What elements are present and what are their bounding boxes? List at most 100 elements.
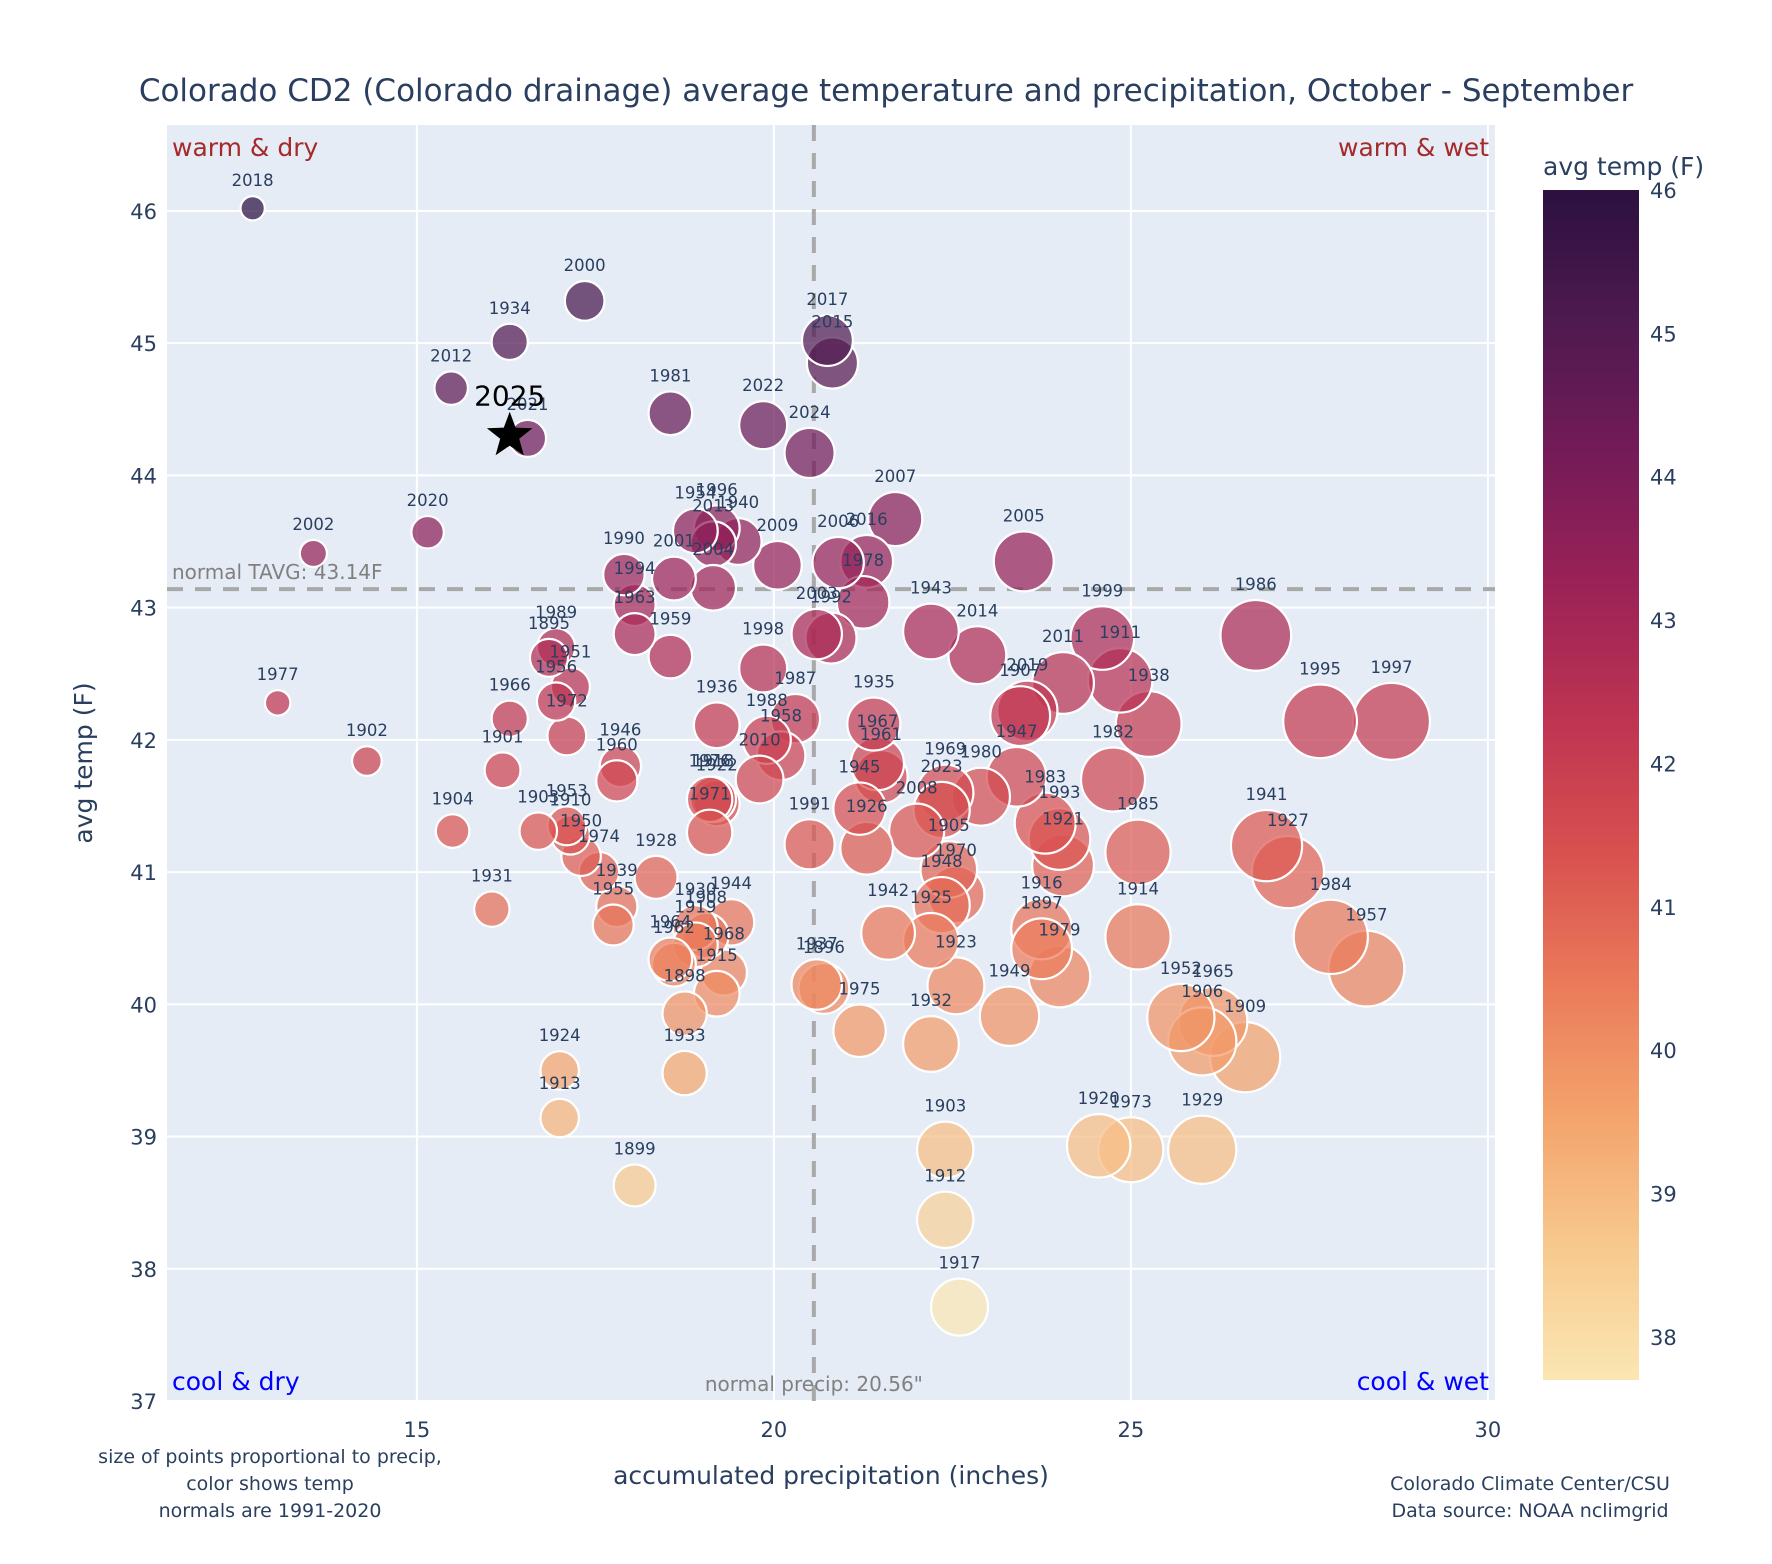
y-tick-label: 42: [130, 729, 157, 753]
point-label: 1909: [1224, 997, 1266, 1016]
point-label: 1972: [546, 691, 588, 710]
point-1954: [671, 507, 719, 555]
point-label: 1901: [482, 727, 524, 746]
point-1902: [351, 745, 383, 777]
point-1959: [647, 633, 694, 680]
point-label: 1960: [596, 735, 638, 754]
point-2006: [811, 535, 865, 590]
point-2005: [992, 530, 1055, 593]
star-icon: [486, 411, 533, 456]
colorbar-tick-label: 39: [1650, 1183, 1677, 1207]
point-label: 1993: [1038, 783, 1080, 802]
point-label: 1978: [842, 551, 884, 570]
point-label: 1903: [517, 787, 559, 806]
point-1914: [1104, 903, 1172, 971]
colorbar-tick-label: 44: [1650, 466, 1677, 490]
point-label: 2019: [1006, 656, 1048, 675]
point-label: 1996: [696, 480, 738, 499]
point-label: 2007: [874, 467, 916, 486]
data-points: [239, 195, 1432, 1337]
point-label: 1927: [1267, 811, 1309, 830]
point-label: 1942: [867, 881, 909, 900]
y-tick-label: 40: [130, 993, 157, 1017]
point-1999: [1069, 605, 1136, 671]
point-label: 1974: [578, 827, 620, 846]
point-label: 1998: [742, 620, 784, 639]
point-2000: [563, 279, 606, 322]
point-1907: [989, 685, 1052, 748]
point-label: 1940: [717, 493, 759, 512]
point-label: 1915: [696, 946, 738, 965]
point-label: 1929: [1181, 1091, 1223, 1110]
point-label: 1991: [789, 794, 831, 813]
point-label: 1928: [635, 831, 677, 850]
point-1984: [1292, 898, 1369, 976]
point-label: 1895: [528, 614, 570, 633]
point-1899: [612, 1163, 657, 1208]
point-label: 1957: [1345, 906, 1387, 925]
point-label: 1937: [796, 934, 838, 953]
point-label: 1931: [471, 866, 513, 885]
point-label: 2004: [692, 540, 734, 559]
point-1945: [832, 781, 887, 836]
point-label: 1961: [860, 725, 902, 744]
point-1934: [490, 322, 529, 362]
point-label: 1920: [1078, 1089, 1120, 1108]
point-label: 1913: [539, 1074, 581, 1093]
colorbar-tick-label: 40: [1650, 1039, 1677, 1063]
point-1913: [539, 1097, 581, 1139]
point-1995: [1282, 683, 1358, 760]
point-1997: [1351, 681, 1432, 761]
point-2001: [650, 555, 697, 602]
point-label: 1999: [1081, 581, 1123, 600]
point-label: 2024: [789, 403, 831, 422]
highlight-marker: 2025: [474, 380, 545, 456]
point-label: 1951: [549, 642, 591, 661]
point-label: 1903: [924, 1097, 966, 1116]
point-label: 1907: [999, 661, 1041, 680]
point-label: 2003: [796, 584, 838, 603]
point-label: 1949: [988, 962, 1030, 981]
point-label: 1967: [856, 712, 898, 731]
point-1960: [595, 759, 639, 803]
point-label: 1990: [603, 529, 645, 548]
point-label: 1971: [689, 785, 731, 804]
point-label: 1898: [664, 966, 706, 985]
point-1963: [612, 611, 657, 657]
point-label: 1980: [960, 743, 1002, 762]
point-2014: [947, 625, 1008, 686]
point-1990: [602, 552, 646, 597]
point-label: 1984: [1310, 875, 1352, 894]
point-label: 1997: [1370, 658, 1412, 677]
point-label: 2020: [407, 491, 449, 510]
point-label: 1933: [664, 1026, 706, 1045]
footer-left-line-2: color shows temp: [186, 1473, 354, 1495]
point-2017: [800, 313, 854, 368]
point-label: 1958: [760, 706, 802, 725]
point-label: 1935: [853, 672, 895, 691]
point-1936: [692, 701, 741, 750]
point-1986: [1219, 598, 1293, 672]
y-tick-label: 46: [130, 200, 157, 224]
point-1952: [1146, 982, 1216, 1053]
y-tick-label: 43: [130, 597, 157, 621]
point-1928: [633, 854, 679, 900]
point-label: 2006: [817, 512, 859, 531]
point-label: 1975: [839, 980, 881, 999]
point-label: 2010: [739, 731, 781, 750]
footer-left-line-3: normals are 1991-2020: [159, 1500, 382, 1522]
point-2008: [888, 802, 946, 860]
point-label: 2021: [507, 395, 549, 414]
point-label: 1986: [1235, 575, 1277, 594]
y-axis-title: avg temp (F): [69, 682, 98, 843]
point-label: 1964: [649, 913, 691, 932]
point-label: 2023: [921, 757, 963, 776]
footer-left: size of points proportional to precip, c…: [98, 1446, 442, 1522]
point-label: 1906: [1181, 982, 1223, 1001]
point-label: 1979: [1038, 921, 1080, 940]
normal-temp-label: normal TAVG: 43.14F: [172, 560, 383, 584]
y-tick-label: 37: [130, 1390, 157, 1414]
point-label: 1921: [1042, 810, 1084, 829]
point-label: 1992: [810, 588, 852, 607]
point-label: 2017: [806, 290, 848, 309]
